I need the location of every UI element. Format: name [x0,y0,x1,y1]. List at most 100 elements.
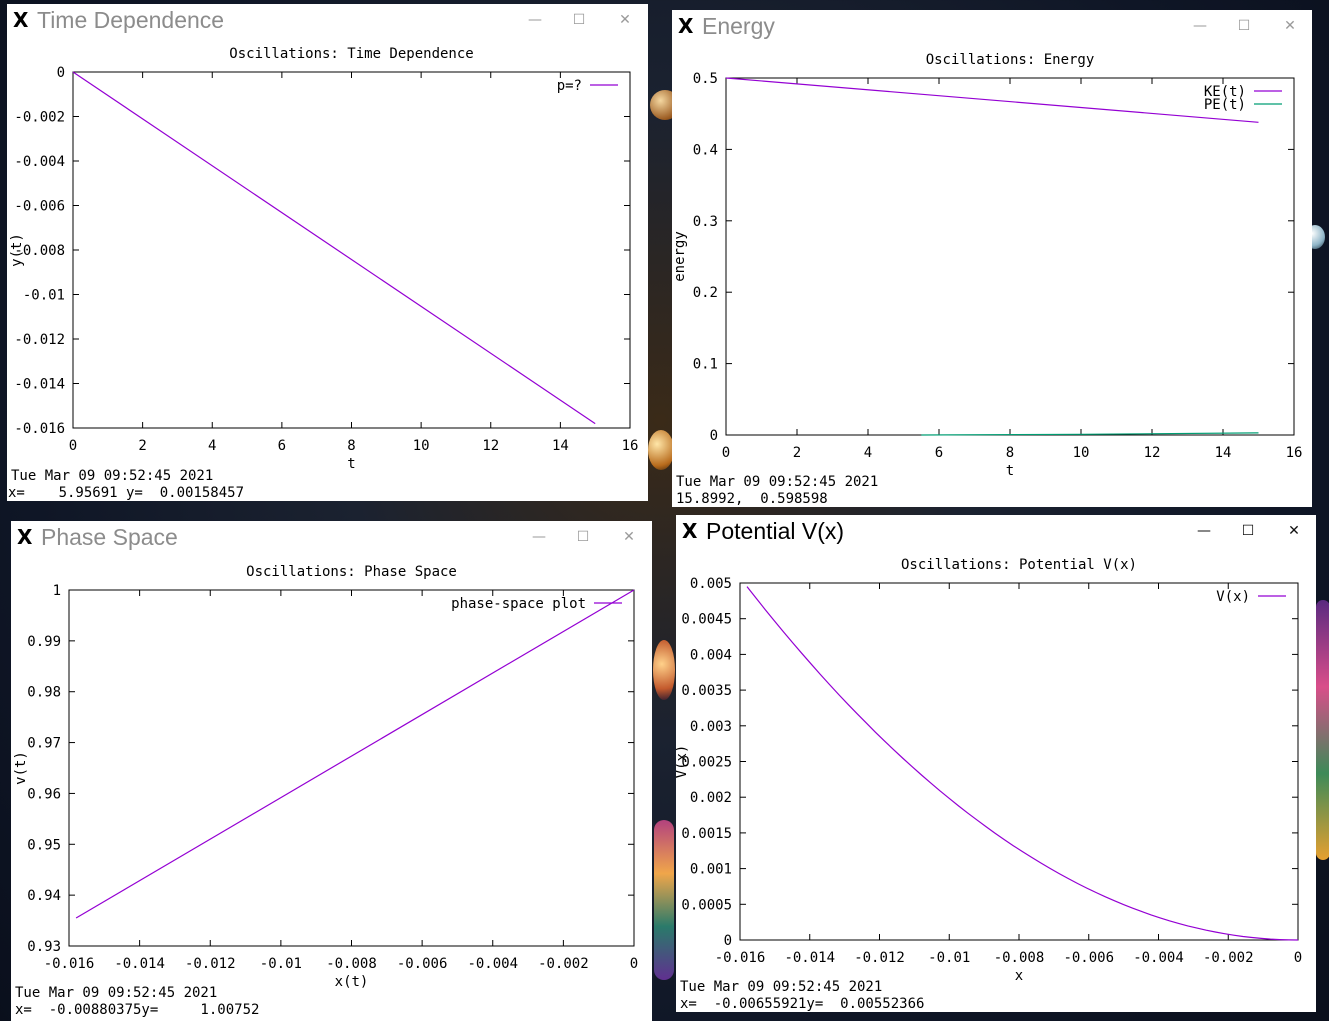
x-tick-label: -0.012 [185,956,236,972]
y-tick-label: -0.006 [14,199,65,215]
x-tick-label: 16 [1286,445,1303,461]
y-tick-label: 0.1 [693,357,718,373]
desktop-bubble [653,640,675,700]
x-tick-label: -0.01 [260,956,302,972]
y-tick-label: 1 [53,583,61,599]
window-time-dependence[interactable]: X Time Dependence — ☐ ✕ Oscillations: Ti… [7,4,648,501]
y-tick-label: 0.99 [27,634,61,650]
y-tick-label: 0.001 [690,862,732,878]
x-tick-label: -0.01 [928,950,970,966]
close-icon[interactable]: ✕ [1288,523,1300,539]
y-tick-label: -0.014 [14,377,65,393]
x-axis-label: t [1006,463,1014,479]
x-tick-label: -0.002 [538,956,589,972]
status-coordinates: x= 5.95691 y= 0.00158457 [8,485,245,501]
desktop-bubble [648,430,674,470]
plot-time-dependence[interactable]: Oscillations: Time Dependence 0 2 4 6 8 10 12 14… [7,4,648,501]
y-tick-label: 0.4 [693,142,718,158]
x-tick-label: -0.008 [994,950,1045,966]
y-tick-label: 0.2 [693,285,718,301]
y-axis-label: V(x) [676,745,690,779]
x-axis-label: t [347,456,355,472]
y-tick-label: 0.0015 [681,826,732,842]
x-tick-label: 0 [722,445,730,461]
window-phase-space[interactable]: X Phase Space — ☐ ✕ Oscillations: Phase … [11,521,652,1021]
y-tick-label: 0.95 [27,837,61,853]
x-tick-label: -0.014 [784,950,835,966]
x-tick-label: -0.004 [1133,950,1184,966]
y-tick-label: 0 [57,65,65,81]
maximize-icon[interactable]: ☐ [572,12,586,28]
plot-phase-space[interactable]: Oscillations: Phase Space -0.016 -0.014 -0.… [11,521,652,1021]
y-tick-label: 0.002 [690,790,732,806]
window-title: Potential V(x) [706,518,845,544]
x-tick-label: 2 [793,445,801,461]
plot-title: Oscillations: Time Dependence [229,46,473,62]
x-tick-label: -0.006 [397,956,448,972]
window-potential[interactable]: X Potential V(x) — ☐ ✕ Oscillations: Pot… [676,515,1316,1012]
status-date: Tue Mar 09 09:52:45 2021 [680,979,883,995]
y-tick-label: 0.0035 [681,683,732,699]
title-bar[interactable]: X Phase Space — ☐ ✕ [11,521,652,553]
x-tick-label: 0 [1294,950,1302,966]
title-bar[interactable]: X Energy — ☐ ✕ [672,10,1312,42]
plot-title: Oscillations: Phase Space [246,564,457,580]
maximize-icon[interactable]: ☐ [576,529,590,545]
maximize-icon[interactable]: ☐ [1241,523,1255,539]
plot-title: Oscillations: Potential V(x) [901,557,1137,573]
x-tick-label: 6 [278,438,286,454]
x-tick-label: -0.012 [854,950,905,966]
window-title: Energy [702,13,775,39]
x-tick-label: 12 [1144,445,1161,461]
y-tick-label: 0.003 [690,719,732,735]
maximize-icon[interactable]: ☐ [1237,18,1251,34]
minimize-icon[interactable]: — [1197,523,1211,539]
y-tick-label: 0 [724,933,732,949]
x-axis-label: x(t) [335,974,369,990]
plot-energy[interactable]: Oscillations: Energy 0 2 4 6 8 10 12 14 16 0 0.1 0.2… [672,10,1312,507]
x-tick-label: 4 [864,445,872,461]
x-tick-label: 16 [622,438,639,454]
close-icon[interactable]: ✕ [623,529,635,545]
x-tick-label: -0.016 [44,956,95,972]
y-tick-label: -0.01 [23,288,65,304]
close-icon[interactable]: ✕ [1284,18,1296,34]
x11-app-icon: X [17,525,33,549]
x-tick-label: 12 [482,438,499,454]
status-date: Tue Mar 09 09:52:45 2021 [11,468,214,484]
status-coordinates: x= -0.00655921y= 0.00552366 [680,996,925,1012]
x-tick-label: 10 [413,438,430,454]
y-tick-label: -0.002 [14,110,65,126]
window-title: Time Dependence [37,7,225,33]
y-tick-label: 0.93 [27,939,61,955]
y-tick-label: 0.005 [690,576,732,592]
close-icon[interactable]: ✕ [619,12,631,28]
legend-label: p=? [557,78,582,94]
x11-app-icon: X [682,519,698,543]
status-date: Tue Mar 09 09:52:45 2021 [676,474,879,490]
x-tick-label: 8 [347,438,355,454]
x-tick-label: 10 [1073,445,1090,461]
y-tick-label: -0.012 [14,332,65,348]
legend-label: V(x) [1216,589,1250,605]
plot-border [68,589,635,947]
x-tick-label: -0.014 [114,956,165,972]
legend-label: PE(t) [1204,97,1246,113]
y-tick-label: 0.0045 [681,612,732,628]
plot-potential[interactable]: Oscillations: Potential V(x) -0.016 -0.014… [676,515,1316,1012]
legend-label: phase-space plot [451,596,586,612]
x-tick-label: 6 [935,445,943,461]
y-tick-label: 0.0025 [681,755,732,771]
y-tick-label: 0.97 [27,736,61,752]
minimize-icon[interactable]: — [532,529,546,545]
window-energy[interactable]: X Energy — ☐ ✕ Oscillations: Energy 0 2 4 6 8… [672,10,1312,507]
title-bar[interactable]: X Potential V(x) — ☐ ✕ [676,515,1316,547]
minimize-icon[interactable]: — [1193,18,1207,34]
status-coordinates: 15.8992, 0.598598 [676,491,828,507]
title-bar[interactable]: X Time Dependence — ☐ ✕ [7,4,648,36]
desktop-bubble [654,820,674,980]
y-tick-label: 0.0005 [681,897,732,913]
y-tick-label: 0.94 [27,888,61,904]
x-tick-label: -0.002 [1203,950,1254,966]
minimize-icon[interactable]: — [528,12,542,28]
